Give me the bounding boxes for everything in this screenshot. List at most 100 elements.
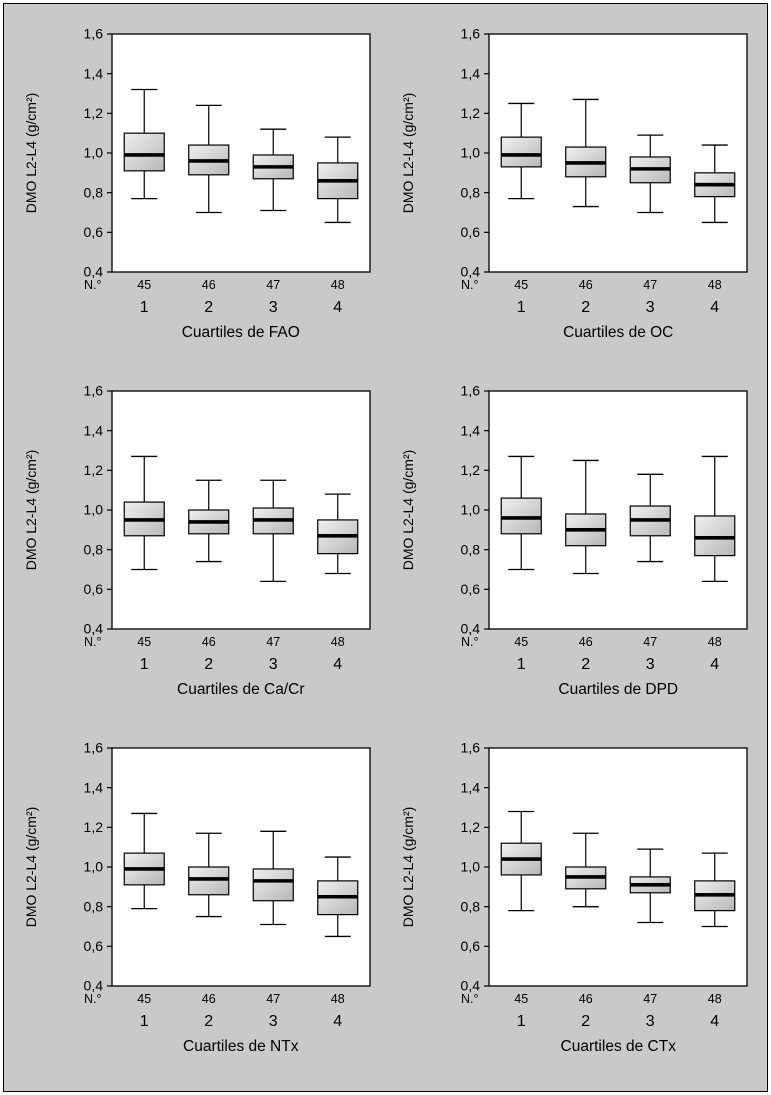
- boxplot-canvas-cacr: 0,4 0,6 0,8 1,0 1,2 1,4 1,6 DMO L2-L4 (g/cm²) 45…: [16, 381, 378, 677]
- quartile-label: 2: [204, 299, 213, 316]
- n-axis-label: N.°: [461, 278, 479, 292]
- y-tick-label: 1,0: [461, 145, 481, 161]
- x-axis-title-fao: Cuartiles de FAO: [181, 324, 300, 341]
- iqr-box: [123, 132, 165, 172]
- boxplot-svg: 0,4 0,6 0,8 1,0 1,2 1,4 1,6 DMO L2-L4 (g/cm²) 45…: [23, 740, 371, 1030]
- boxplot-canvas-ntx: 0,4 0,6 0,8 1,0 1,2 1,4 1,6 DMO L2-L4 (g/cm²) 45…: [16, 738, 378, 1034]
- y-tick-label: 1,6: [461, 383, 481, 399]
- n-value: 45: [137, 635, 151, 649]
- n-value: 45: [515, 992, 529, 1006]
- x-axis-title-oc: Cuartiles de OC: [563, 324, 674, 341]
- n-value: 45: [137, 992, 151, 1006]
- n-axis-label: N.°: [461, 635, 479, 649]
- quartile-label: 3: [269, 299, 278, 316]
- quartile-label: 3: [646, 299, 655, 316]
- y-tick-label: 1,2: [461, 105, 481, 121]
- boxplot-svg: 0,4 0,6 0,8 1,0 1,2 1,4 1,6 DMO L2-L4 (g/cm²) 45…: [400, 383, 748, 673]
- y-tick-label: 1,6: [83, 740, 103, 756]
- n-value: 45: [515, 278, 529, 292]
- y-tick-label: 1,4: [461, 779, 481, 795]
- x-axis-title-dpd: Cuartiles de DPD: [558, 681, 679, 698]
- quartile-label: 2: [204, 656, 213, 673]
- y-axis-label: DMO L2-L4 (g/cm²): [23, 93, 39, 214]
- quartile-label: 2: [582, 656, 591, 673]
- y-tick-label: 1,0: [83, 502, 103, 518]
- y-tick-label: 0,4: [461, 621, 481, 637]
- y-tick-label: 1,2: [83, 819, 103, 835]
- y-tick-label: 1,6: [461, 740, 481, 756]
- y-tick-label: 1,2: [461, 462, 481, 478]
- n-axis-label: N.°: [84, 992, 102, 1006]
- y-tick-label: 0,4: [461, 978, 481, 994]
- boxplot-canvas-dpd: 0,4 0,6 0,8 1,0 1,2 1,4 1,6 DMO L2-L4 (g/cm²) 45…: [393, 381, 755, 677]
- quartile-label: 1: [140, 299, 149, 316]
- n-axis-label: N.°: [84, 635, 102, 649]
- n-value: 45: [137, 278, 151, 292]
- figure-frame: 0,4 0,6 0,8 1,0 1,2 1,4 1,6 DMO L2-L4 (g/cm²) 45…: [3, 3, 768, 1092]
- y-tick-label: 0,8: [461, 184, 481, 200]
- iqr-box: [252, 868, 294, 902]
- iqr-box: [694, 515, 736, 557]
- boxplot-svg: 0,4 0,6 0,8 1,0 1,2 1,4 1,6 DMO L2-L4 (g/cm²) 45…: [400, 26, 748, 316]
- n-value: 48: [708, 992, 722, 1006]
- quartile-label: 2: [582, 299, 591, 316]
- y-tick-label: 0,6: [83, 938, 103, 954]
- n-value: 46: [579, 278, 593, 292]
- iqr-box: [187, 866, 230, 896]
- quartile-label: 1: [140, 656, 149, 673]
- boxplot-svg: 0,4 0,6 0,8 1,0 1,2 1,4 1,6 DMO L2-L4 (g/cm²) 45…: [23, 26, 371, 316]
- quartile-label: 4: [711, 656, 720, 673]
- y-tick-label: 0,4: [83, 621, 103, 637]
- y-tick-label: 0,6: [461, 224, 481, 240]
- y-tick-label: 1,4: [83, 422, 103, 438]
- boxplot-canvas-ctx: 0,4 0,6 0,8 1,0 1,2 1,4 1,6 DMO L2-L4 (g/cm²) 45…: [393, 738, 755, 1034]
- y-tick-label: 0,6: [461, 938, 481, 954]
- n-value: 47: [266, 992, 280, 1006]
- y-axis-label: DMO L2-L4 (g/cm²): [400, 93, 416, 214]
- y-tick-label: 0,4: [83, 978, 103, 994]
- y-tick-label: 1,0: [83, 859, 103, 875]
- y-tick-label: 0,8: [83, 541, 103, 557]
- n-value: 46: [202, 992, 216, 1006]
- n-value: 48: [331, 992, 345, 1006]
- n-value: 46: [579, 992, 593, 1006]
- quartile-label: 3: [269, 656, 278, 673]
- n-value: 48: [708, 278, 722, 292]
- y-tick-label: 0,6: [461, 581, 481, 597]
- y-tick-label: 0,4: [461, 264, 481, 280]
- y-tick-label: 1,2: [461, 819, 481, 835]
- n-axis-label: N.°: [461, 992, 479, 1006]
- boxplot-svg: 0,4 0,6 0,8 1,0 1,2 1,4 1,6 DMO L2-L4 (g/cm²) 45…: [400, 740, 748, 1030]
- boxplot-canvas-fao: 0,4 0,6 0,8 1,0 1,2 1,4 1,6 DMO L2-L4 (g/cm²) 45…: [16, 24, 378, 320]
- quartile-label: 4: [333, 299, 342, 316]
- y-tick-label: 0,4: [83, 264, 103, 280]
- quartile-label: 2: [204, 1013, 213, 1030]
- y-axis-label: DMO L2-L4 (g/cm²): [400, 807, 416, 928]
- quartile-label: 4: [333, 656, 342, 673]
- quartile-label: 1: [517, 1013, 526, 1030]
- y-tick-label: 0,8: [461, 541, 481, 557]
- iqr-box: [500, 136, 543, 168]
- y-tick-label: 0,8: [461, 898, 481, 914]
- quartile-label: 4: [711, 299, 720, 316]
- y-tick-label: 1,4: [83, 65, 103, 81]
- n-value: 46: [202, 635, 216, 649]
- y-axis-label: DMO L2-L4 (g/cm²): [23, 450, 39, 571]
- quartile-label: 1: [140, 1013, 149, 1030]
- n-value: 48: [331, 278, 345, 292]
- y-tick-label: 0,8: [83, 184, 103, 200]
- plot-area: [488, 390, 748, 630]
- boxplot-panel-cacr: 0,4 0,6 0,8 1,0 1,2 1,4 1,6 DMO L2-L4 (g/cm²) 45…: [16, 381, 378, 699]
- n-value: 47: [644, 992, 658, 1006]
- x-axis-title-ntx: Cuartiles de NTx: [183, 1038, 299, 1055]
- quartile-label: 4: [333, 1013, 342, 1030]
- n-value: 48: [708, 635, 722, 649]
- y-axis-label: DMO L2-L4 (g/cm²): [23, 807, 39, 928]
- n-value: 47: [266, 635, 280, 649]
- boxplot-svg: 0,4 0,6 0,8 1,0 1,2 1,4 1,6 DMO L2-L4 (g/cm²) 45…: [23, 383, 371, 673]
- y-tick-label: 0,6: [83, 224, 103, 240]
- quartile-label: 1: [517, 299, 526, 316]
- y-tick-label: 1,6: [461, 26, 481, 42]
- boxplot-panel-dpd: 0,4 0,6 0,8 1,0 1,2 1,4 1,6 DMO L2-L4 (g/cm²) 45…: [393, 381, 755, 699]
- y-tick-label: 1,6: [83, 383, 103, 399]
